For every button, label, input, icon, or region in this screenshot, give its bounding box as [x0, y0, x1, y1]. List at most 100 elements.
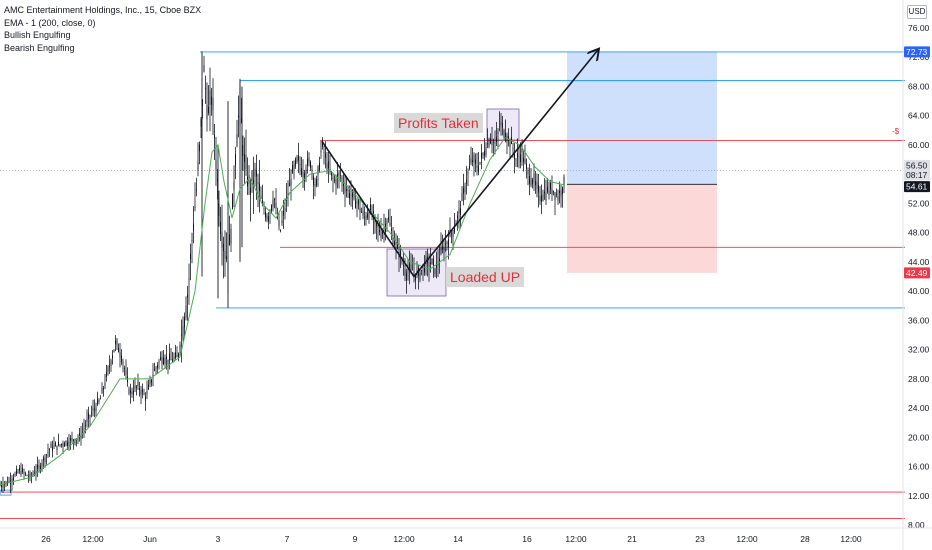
candle-body	[52, 447, 53, 451]
candle-body	[221, 232, 223, 248]
candle-body	[487, 143, 488, 145]
candle-body	[124, 368, 125, 370]
candle-body	[122, 361, 124, 364]
candle-body	[368, 211, 370, 220]
candle-body	[113, 349, 115, 352]
trend-path	[321, 50, 598, 278]
candle-body	[428, 262, 430, 267]
candle-body	[326, 163, 328, 170]
candle-body	[271, 205, 272, 211]
candle-body	[212, 97, 214, 111]
candle-body	[70, 438, 71, 441]
candle-body	[83, 428, 85, 430]
ema-indicator-label[interactable]: EMA - 1 (200, close, 0)	[4, 17, 96, 28]
candle-body	[202, 99, 203, 106]
candle-body	[49, 449, 50, 450]
candle-body	[151, 379, 152, 383]
x-tick-label: 12:00	[736, 534, 758, 544]
candle-body	[512, 148, 514, 150]
x-tick-label: 12:00	[393, 534, 415, 544]
candle-body	[158, 361, 160, 363]
candle-body	[520, 154, 521, 163]
candle-body	[347, 189, 349, 192]
y-tick-label: 28.00	[908, 374, 930, 384]
candle-body	[355, 200, 356, 209]
candle-body	[40, 465, 41, 471]
level-marker	[0, 489, 12, 496]
candle-body	[514, 154, 515, 160]
candle-body	[130, 390, 131, 393]
candle-body	[245, 155, 247, 170]
candle-body	[274, 198, 275, 200]
time-axis[interactable]: 26 12:00 Jun 3 7 9 12:00 14 16 12:00 21 23 12:00 28 12…	[0, 527, 932, 544]
candle-series	[0, 51, 565, 494]
candle-body	[472, 160, 473, 163]
candle-body	[262, 199, 263, 205]
candle-body	[181, 334, 182, 336]
candle-body	[337, 173, 338, 178]
profits-taken-annotation[interactable]: Profits Taken	[394, 113, 483, 133]
candle-body	[521, 147, 523, 153]
candle-body	[59, 444, 61, 446]
candle-body	[188, 278, 190, 280]
price-tag-bg	[904, 159, 930, 171]
candle-body	[448, 239, 449, 248]
candle-body	[41, 462, 43, 466]
bearish-engulfing-label[interactable]: Bearish Engulfing	[4, 42, 75, 53]
currency-badge[interactable]: USD	[907, 5, 927, 19]
candle-body	[182, 326, 184, 339]
x-tick-label: 3	[216, 534, 221, 544]
candle-body	[121, 355, 122, 362]
candle-body	[547, 187, 548, 192]
candle-body	[292, 165, 293, 173]
candle-body	[136, 386, 137, 388]
candle-body	[440, 247, 442, 254]
candle-body	[404, 269, 406, 276]
candle-body	[499, 125, 500, 127]
candle-body	[445, 243, 446, 245]
candle-body	[293, 164, 295, 170]
candle-body	[346, 189, 347, 191]
candle-body	[524, 158, 526, 164]
candle-body	[484, 151, 485, 157]
candle-body	[317, 166, 319, 175]
candle-body	[476, 165, 478, 168]
candle-body	[205, 88, 206, 90]
price-tag-bg	[904, 181, 930, 193]
candle-body	[535, 181, 536, 186]
candle-body	[268, 216, 269, 222]
candle-body	[446, 241, 448, 245]
candle-body	[209, 90, 211, 105]
candle-body	[56, 445, 58, 450]
loaded-up-annotation[interactable]: Loaded UP	[446, 267, 525, 287]
candle-body	[532, 179, 533, 185]
candle-body	[284, 208, 286, 211]
candle-body	[184, 316, 185, 328]
candle-body	[290, 179, 292, 186]
symbol-title[interactable]: AMC Entertainment Holdings, Inc., 15, Cb…	[4, 5, 202, 15]
y-tick-label: 52.00	[908, 198, 930, 208]
candle-body	[14, 474, 16, 476]
candle-body	[305, 169, 307, 176]
candle-body	[541, 195, 542, 202]
candle-body	[164, 358, 166, 364]
candle-body	[272, 199, 274, 207]
candle-body	[400, 250, 401, 257]
candle-body	[131, 391, 133, 395]
candle-body	[344, 186, 346, 193]
candle-body	[47, 451, 49, 453]
bullish-engulfing-label[interactable]: Bullish Engulfing	[4, 30, 71, 40]
candle-body	[356, 202, 358, 203]
candle-body	[350, 194, 352, 196]
candle-body	[44, 457, 46, 463]
y-tick-label: 60.00	[908, 140, 930, 150]
ema-path	[0, 136, 566, 486]
candle-body	[28, 476, 29, 478]
candle-body	[316, 179, 317, 186]
candle-body	[232, 193, 233, 209]
candle-body	[38, 465, 40, 468]
candle-body	[542, 194, 544, 201]
candle-body	[280, 230, 281, 232]
candle-body	[178, 353, 179, 358]
